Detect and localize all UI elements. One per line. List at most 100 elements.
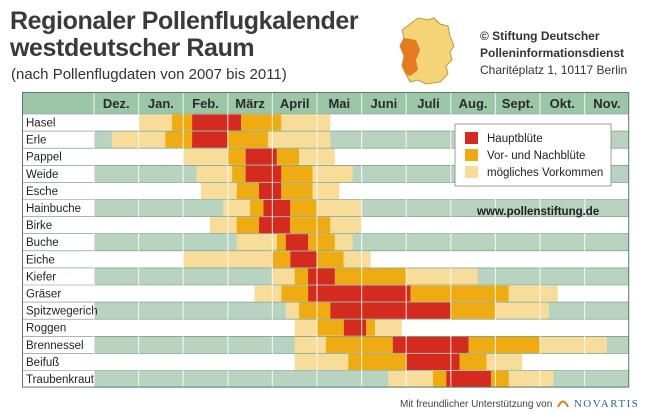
bloom-bar-vornach (281, 285, 309, 302)
bloom-bar-vornach (366, 319, 375, 336)
footer-text: Mit freundlicher Unterstützung von (400, 399, 553, 410)
bloom-bar-vornach (450, 302, 496, 319)
germany-map-icon (399, 17, 455, 85)
plant-label-cell (22, 182, 94, 200)
bloom-bar-vornach (290, 217, 331, 234)
month-label: Aug. (459, 96, 488, 111)
plant-label: Hasel (26, 118, 55, 130)
plant-label-cell (22, 302, 94, 320)
bloom-bar-haupt (259, 217, 291, 234)
plant-label: Erle (26, 135, 46, 147)
plant-label: Traubenkraut (26, 374, 95, 386)
month-label: Jan. (148, 96, 174, 111)
bloom-bar-moeglich (508, 285, 558, 302)
bloom-bar-moeglich (196, 165, 233, 182)
plant-label-cell (22, 114, 94, 132)
bloom-bar-vornach (410, 285, 509, 302)
bloom-bar-vornach (241, 114, 282, 131)
month-label: März (235, 96, 265, 111)
chart-subtitle: (nach Pollenflugdaten von 2007 bis 2011) (11, 66, 287, 83)
plant-label: Brennessel (26, 340, 84, 352)
bloom-bar-moeglich (388, 371, 433, 388)
bloom-bar-moeglich (406, 268, 478, 285)
plant-label: Weide (26, 169, 58, 181)
bloom-bar-moeglich (201, 182, 237, 199)
month-label: Okt. (550, 96, 575, 111)
bloom-bar-vornach (290, 200, 317, 217)
bloom-bar-haupt (308, 268, 335, 285)
bloom-bar-moeglich (294, 319, 317, 336)
month-label: Nov. (593, 96, 620, 111)
plant-label: Pappel (26, 152, 62, 164)
footer: Mit freundlicher Unterstützung von NOVAR… (400, 398, 639, 410)
bloom-bar-vornach (250, 200, 264, 217)
plant-label-cell (22, 319, 94, 337)
month-header-band (22, 92, 630, 114)
organization-info: © Stiftung Deutscher Polleninformationsd… (480, 28, 627, 79)
plant-label: Birke (26, 220, 52, 232)
sponsor-name: NOVARTIS (573, 398, 640, 410)
bloom-bar-moeglich (281, 114, 331, 131)
bloom-bar-moeglich (540, 336, 607, 353)
plant-label: Beifuß (26, 357, 59, 369)
month-label: Sept. (502, 96, 534, 111)
plant-label: Hainbuche (26, 203, 81, 215)
plant-label-cell (22, 216, 94, 234)
plant-label-cell (22, 165, 94, 183)
bloom-bar-haupt (259, 182, 282, 199)
bloom-bar-vornach (281, 182, 313, 199)
plant-label-cell (22, 199, 94, 217)
bloom-bar-vornach (317, 251, 344, 268)
plant-label: Spitzwegerich (26, 306, 98, 318)
bloom-bar-haupt (406, 353, 460, 370)
bloom-bar-moeglich (267, 131, 331, 148)
bloom-bar-vornach (348, 353, 407, 370)
bloom-bar-haupt (343, 319, 367, 336)
bloom-bar-moeglich (374, 319, 402, 336)
bloom-bar-haupt (330, 302, 451, 319)
month-label: Juli (417, 96, 439, 111)
legend-label: Hauptblüte (487, 133, 543, 145)
bloom-bar-vornach (325, 336, 393, 353)
plant-label-cell (22, 131, 94, 149)
bloom-bar-vornach (276, 148, 300, 165)
month-label: Feb. (192, 96, 219, 111)
bloom-bar-vornach (272, 251, 291, 268)
plant-label-cell (22, 336, 94, 354)
plant-label: Roggen (26, 323, 66, 335)
chart-border (22, 92, 630, 388)
bloom-bar-vornach (299, 302, 331, 319)
bloom-bar-haupt (245, 148, 277, 165)
bloom-bar-moeglich (334, 234, 353, 251)
plant-label-cell (22, 370, 94, 388)
bloom-bar-vornach (227, 148, 246, 165)
novartis-logo-icon (557, 400, 569, 408)
plant-label: Buche (26, 237, 59, 249)
bloom-bar-moeglich (183, 148, 228, 165)
bloom-bar-haupt (308, 285, 411, 302)
bloom-bar-moeglich (272, 268, 295, 285)
bloom-bar-vornach (232, 165, 246, 182)
bloom-bar-haupt (263, 200, 291, 217)
plant-label-cell (22, 233, 94, 251)
org-line-2: Polleninformationsdienst (480, 46, 625, 60)
pollen-calendar-chart: Dez. Jan. Feb. März April Mai Juni Juli Aug. Sept… (22, 92, 630, 388)
org-line-1: © Stiftung Deutscher (480, 29, 600, 43)
bloom-bar-moeglich (294, 336, 326, 353)
bloom-bar-vornach (236, 182, 260, 199)
bloom-bar-vornach (165, 131, 193, 148)
chart-title: Regionaler Pollenflugkalender westdeutsc… (10, 8, 359, 62)
bloom-bar-haupt (245, 165, 282, 182)
plant-label: Kiefer (26, 271, 56, 283)
bloom-bar-vornach (432, 371, 447, 388)
legend-box (454, 123, 612, 187)
title-line-2: westdeutscher Raum (10, 34, 255, 62)
legend-swatch-vornach (465, 149, 478, 161)
bloom-bar-vornach (281, 165, 313, 182)
bloom-bar-haupt (192, 131, 228, 148)
bloom-bar-moeglich (138, 114, 173, 131)
legend-swatch-haupt (465, 132, 478, 144)
bloom-bar-vornach (172, 114, 193, 131)
website-link[interactable]: www.pollenstiftung.de (476, 206, 599, 218)
bloom-bar-vornach (294, 268, 309, 285)
